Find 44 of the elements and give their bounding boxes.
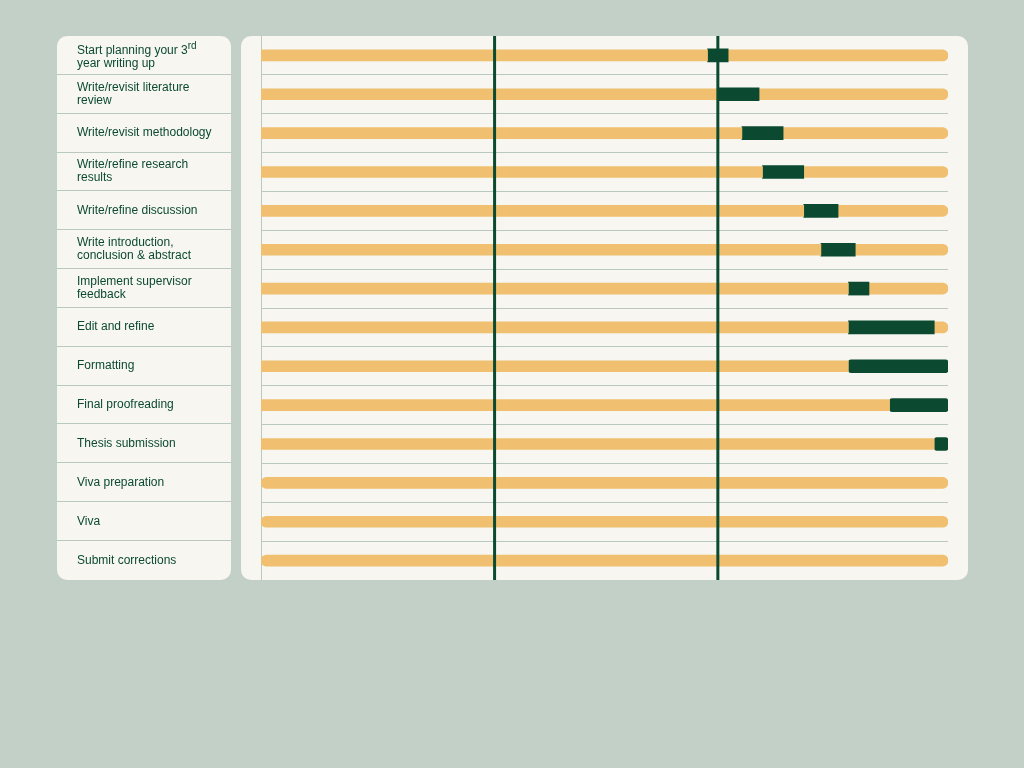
bar xyxy=(261,554,948,567)
bar xyxy=(261,477,948,489)
bar xyxy=(261,205,805,217)
y-tick-label: Viva xyxy=(77,513,101,528)
bar xyxy=(889,398,948,412)
bar xyxy=(261,282,849,295)
bar xyxy=(261,321,849,334)
bar xyxy=(727,49,948,62)
bar xyxy=(261,166,763,178)
y-tick-label: Submit corrections xyxy=(77,552,177,567)
y-tick-label: Edit and refine xyxy=(77,319,155,334)
y-tick-label: Write/revisit methodology xyxy=(77,125,212,140)
bar xyxy=(261,49,708,62)
y-tick-label: Thesis submission xyxy=(77,435,176,450)
y-tick-label: Write/refine research results xyxy=(77,157,190,185)
y-tick-label: Implement supervisor feedback xyxy=(77,273,193,301)
y-tick-label: Write/revisit literature review xyxy=(77,79,191,107)
bar xyxy=(261,127,743,139)
bar xyxy=(848,281,870,296)
bar xyxy=(261,399,890,411)
bar xyxy=(854,243,948,256)
y-tick-label: Viva preparation xyxy=(77,474,165,489)
bar xyxy=(820,242,856,257)
bar xyxy=(741,126,784,140)
y-tick-label: Final proofreading xyxy=(77,397,174,412)
bar xyxy=(261,243,822,256)
category-label: Start planning your 3$^{rd}$ year writing up xyxy=(77,40,197,71)
bar xyxy=(261,360,849,373)
bar xyxy=(933,437,948,451)
bar xyxy=(782,127,948,139)
bar xyxy=(261,88,719,101)
bar xyxy=(803,204,839,218)
bar xyxy=(261,515,948,528)
y-tick-label: Write/refine discussion xyxy=(77,202,198,217)
bar xyxy=(848,359,948,374)
y-tick-label: Formatting xyxy=(77,358,135,373)
bar xyxy=(762,165,805,179)
y-tick-label: Write introduction, conclusion & abstract xyxy=(77,235,193,263)
bar xyxy=(758,88,948,101)
bar xyxy=(261,438,935,450)
bar xyxy=(837,205,948,217)
bar xyxy=(848,320,935,335)
bar xyxy=(803,166,948,178)
bar xyxy=(868,282,948,295)
